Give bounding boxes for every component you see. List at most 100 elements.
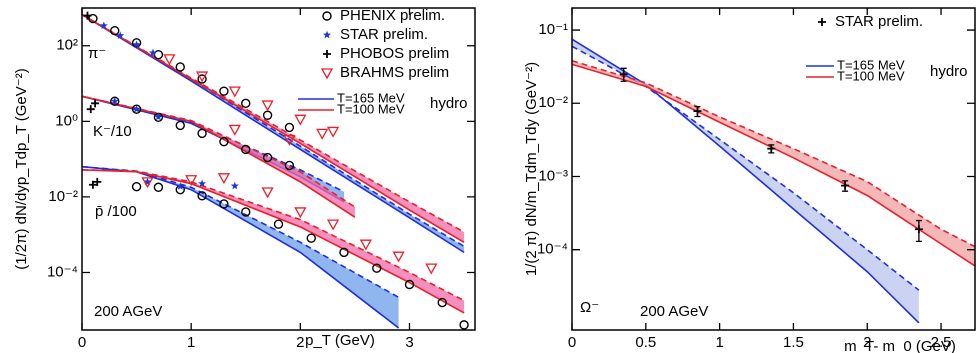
curve-line xyxy=(82,13,465,254)
data-point xyxy=(241,207,251,217)
curve-line xyxy=(572,63,975,267)
data-point xyxy=(154,112,163,121)
plot-area xyxy=(572,38,975,324)
data-point xyxy=(93,177,102,186)
data-point xyxy=(262,152,273,163)
legend-label: STAR prelim. xyxy=(340,26,428,43)
data-point xyxy=(316,128,329,140)
data-point xyxy=(306,233,316,243)
data-point xyxy=(284,122,295,133)
data-point xyxy=(153,182,164,192)
legend-marker xyxy=(320,68,334,80)
data-point xyxy=(197,191,207,201)
y-tick-label: 10⁰ xyxy=(55,112,78,129)
data-point xyxy=(283,134,296,146)
data-point xyxy=(195,71,209,83)
data-point xyxy=(91,99,100,108)
plot-frame xyxy=(571,7,976,331)
y-tick-label: 10⁻³ xyxy=(538,167,568,184)
data-point xyxy=(326,219,340,231)
data-point xyxy=(404,279,415,290)
data-point xyxy=(230,181,239,190)
x-tick-label: 3 xyxy=(405,334,413,351)
data-point xyxy=(339,247,349,258)
data-point xyxy=(619,70,628,79)
x-tick-label: 1.5 xyxy=(783,334,804,351)
data-point xyxy=(149,48,157,57)
data-point xyxy=(86,105,95,114)
data-point xyxy=(219,199,229,209)
curve-line xyxy=(572,38,920,324)
x-axis-label: m_T- m_0 (GeV) xyxy=(844,338,956,353)
x-tick-label: 2.5 xyxy=(931,334,952,351)
y-tick-label: 10⁻¹ xyxy=(538,21,568,38)
data-point xyxy=(131,182,142,192)
x-tick-label: 1 xyxy=(715,334,723,351)
data-point xyxy=(425,263,438,275)
legend-label: STAR prelim. xyxy=(835,13,923,30)
data-point xyxy=(116,31,125,39)
data-point xyxy=(99,21,108,30)
data-point xyxy=(88,180,97,189)
data-point xyxy=(143,177,152,186)
x-tick-label: 2 xyxy=(863,334,871,351)
data-point xyxy=(241,144,251,155)
data-point xyxy=(219,136,229,147)
data-point xyxy=(83,11,92,20)
data-point xyxy=(88,13,98,24)
data-point xyxy=(228,86,241,98)
data-point xyxy=(198,179,207,188)
annotation: hydro xyxy=(930,63,968,80)
data-point xyxy=(132,40,141,49)
data-point xyxy=(141,177,154,189)
annotation: π⁻ xyxy=(88,45,106,62)
y-axis-label: 1/(2 π) dN/m_Tdm_Tdy (GeV⁻²) xyxy=(523,62,540,276)
band xyxy=(82,169,465,313)
y-tick-label: 10² xyxy=(56,37,78,54)
data-point xyxy=(131,38,142,48)
legend-label: T=100 MeV xyxy=(337,101,405,116)
annotation: 200 AGeV xyxy=(94,303,162,320)
data-point xyxy=(228,124,241,136)
data-point xyxy=(261,100,274,112)
x-tick-label: 0 xyxy=(78,334,86,351)
data-point xyxy=(261,187,274,199)
x-axis-label: p_T (GeV) xyxy=(305,332,375,349)
data-point xyxy=(132,105,141,113)
plot-frame xyxy=(81,7,476,331)
legend-marker xyxy=(322,11,332,21)
data-point xyxy=(219,86,229,96)
data-point xyxy=(273,219,284,229)
annotation: Ω⁻ xyxy=(580,299,599,316)
annotation: hydro xyxy=(430,95,468,112)
data-point xyxy=(241,98,251,109)
data-point xyxy=(326,126,340,138)
data-point xyxy=(217,173,231,185)
data-point xyxy=(284,160,295,171)
plot-area xyxy=(82,11,469,330)
legend-marker xyxy=(323,30,331,39)
data-point xyxy=(914,225,923,234)
data-point xyxy=(110,25,120,36)
band xyxy=(572,60,975,266)
data-point xyxy=(372,263,382,273)
curve-line xyxy=(82,169,465,314)
curve-line-dashed xyxy=(572,45,920,291)
data-point xyxy=(294,114,307,126)
curve-line-dashed xyxy=(82,165,399,299)
data-point xyxy=(767,144,776,153)
legend-label: T=100 MeV xyxy=(837,68,905,83)
data-point xyxy=(163,54,176,66)
data-point xyxy=(197,128,207,139)
y-tick-label: 10⁻² xyxy=(538,94,568,111)
data-point xyxy=(110,97,119,105)
legend-label: BRAHMS prelim xyxy=(340,64,449,81)
data-point xyxy=(175,62,185,72)
curve-line-dashed xyxy=(82,169,465,302)
legend-marker xyxy=(818,18,826,26)
data-point xyxy=(262,110,273,120)
annotation: 200 AGeV xyxy=(640,303,708,320)
